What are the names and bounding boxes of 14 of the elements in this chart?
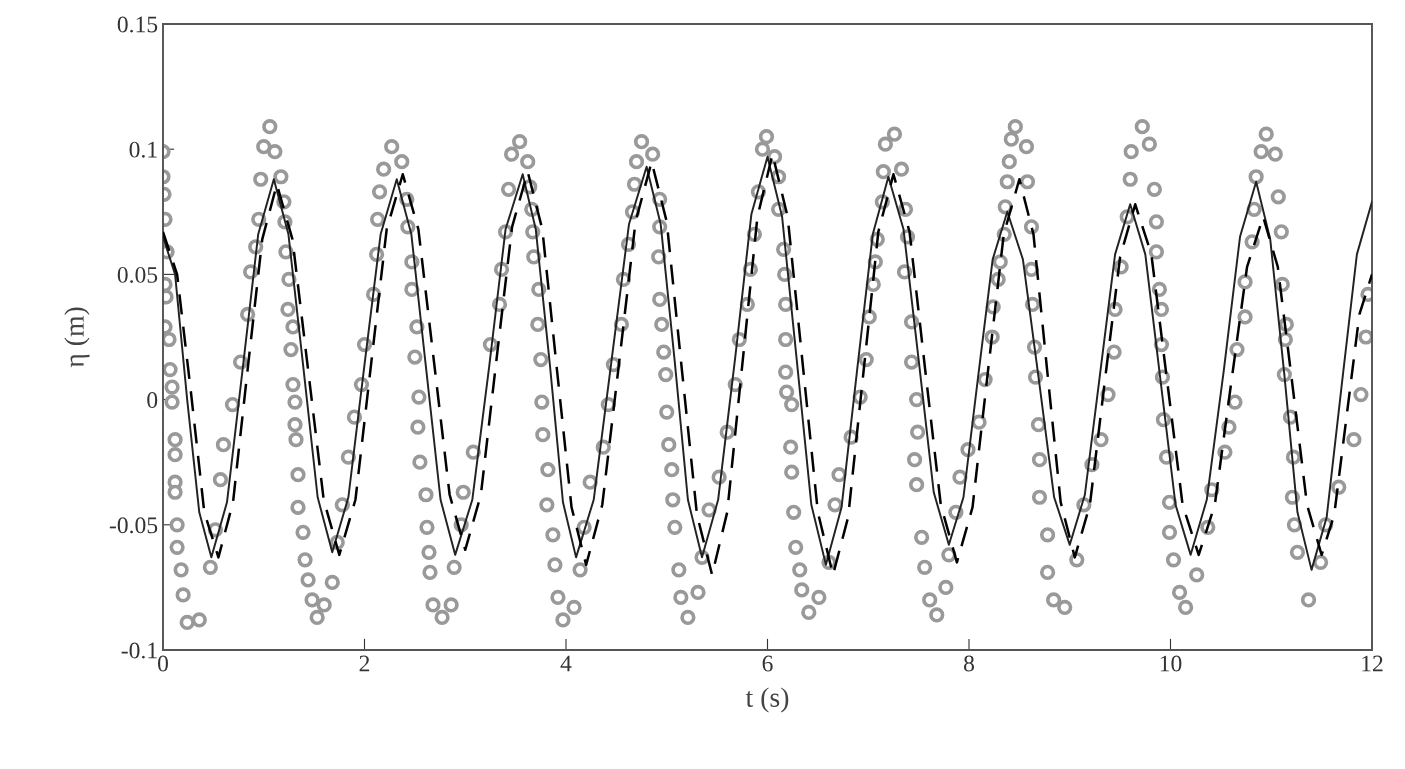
y-tick-label: 0.15 — [117, 16, 158, 33]
y-tick-label: 0.05 — [117, 266, 158, 283]
x-axis-title: t (s) — [745, 687, 789, 713]
x-tick-label: 8 — [964, 655, 974, 672]
x-tick-label: 4 — [560, 655, 572, 672]
y-tick-label: -0.05 — [109, 517, 158, 534]
y-tick-label: 0 — [147, 392, 158, 409]
x-tick-label: 12 — [1362, 655, 1383, 672]
x-tick-label: 2 — [359, 655, 370, 672]
y-tick-label: -0.1 — [121, 642, 157, 659]
y-axis-title: η (m) — [64, 307, 90, 368]
x-tick-label: 10 — [1160, 655, 1182, 672]
y-tick-label: 0.1 — [129, 141, 157, 158]
x-tick-label: 6 — [762, 655, 773, 672]
